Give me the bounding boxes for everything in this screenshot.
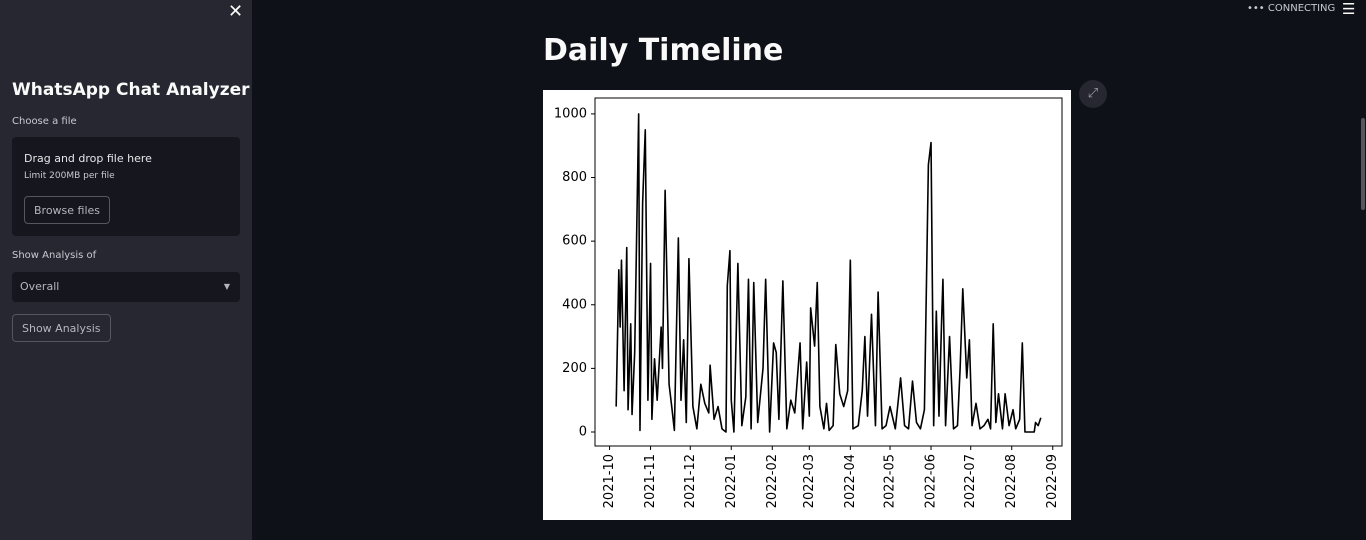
status-text: CONNECTING — [1267, 3, 1336, 14]
plot-frame — [594, 97, 1063, 447]
y-tick-label: 800 — [562, 170, 587, 185]
y-tick-label: 0 — [579, 425, 587, 440]
scrollbar — [1361, 118, 1365, 210]
x-tick-label: 2021-10 — [602, 454, 617, 508]
y-tick-label: 200 — [562, 361, 587, 376]
x-tick-label: 2022-09 — [1045, 454, 1060, 508]
x-tick-label: 2022-05 — [883, 454, 898, 508]
x-tick-label: 2022-01 — [724, 454, 739, 508]
x-tick-label: 2022-04 — [843, 454, 858, 508]
select-label: Show Analysis of — [12, 250, 97, 261]
close-button[interactable]: ✕ — [228, 1, 244, 22]
x-tick-label: 2022-07 — [963, 454, 978, 508]
y-tick-label: 600 — [562, 234, 587, 249]
page-header: Daily Timeline — [543, 33, 784, 68]
menu-button[interactable]: ☰ — [1342, 0, 1356, 18]
file-dropzone[interactable]: Drag and drop file here Limit 200MB per … — [12, 137, 240, 236]
analysis-select[interactable]: Overall ▼ — [12, 272, 240, 302]
sidebar: ✕ WhatsApp Chat Analyzer Choose a file D… — [0, 0, 252, 540]
expand-button[interactable]: ⤢ — [1079, 80, 1107, 108]
x-tick-label: 2021-12 — [683, 454, 698, 508]
line — [615, 113, 1042, 433]
select-value: Overall — [20, 280, 60, 293]
x-tick-label: 2022-02 — [765, 454, 780, 508]
status: ••• CONNECTING — [1247, 3, 1336, 14]
x-tick-label: 2022-08 — [1004, 454, 1019, 508]
sidebar-title: WhatsApp Chat Analyzer — [12, 80, 250, 100]
show-analysis-button[interactable]: Show Analysis — [12, 314, 111, 342]
limit-text: Limit 200MB per file — [24, 171, 115, 181]
x-tick-label: 2021-11 — [643, 454, 658, 508]
x-tick-label: 2022-03 — [802, 454, 817, 508]
browse-button[interactable]: Browse files — [24, 196, 111, 224]
chart: 0 200 400 600 800 1000 2021-10 2021-11 2021-12 20… — [543, 90, 1071, 520]
x-tick-label: 2022-06 — [924, 454, 939, 508]
y-tick-label: 400 — [562, 297, 587, 312]
file-label: Choose a file — [12, 116, 77, 127]
drop-text: Drag and drop file here — [24, 152, 152, 165]
y-tick-label: 1000 — [554, 106, 587, 121]
